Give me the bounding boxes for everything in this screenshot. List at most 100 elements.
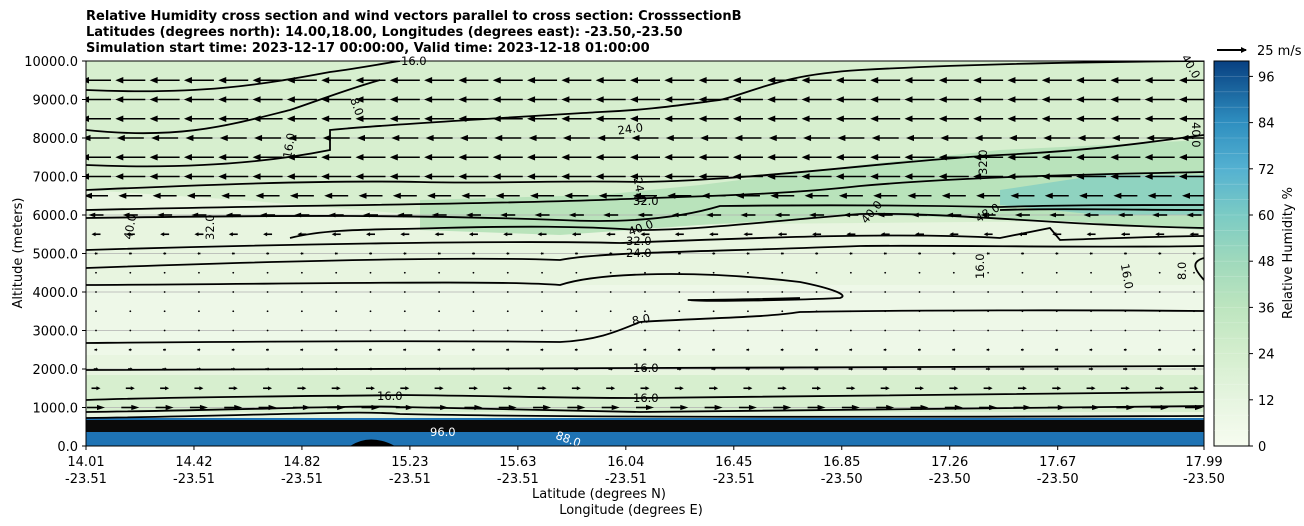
wind-vector [1117, 212, 1133, 218]
wind-vector [561, 96, 592, 103]
wind-vector [767, 115, 798, 122]
wind-vector [767, 77, 798, 84]
wind-vector [498, 404, 517, 411]
wind-vector [671, 212, 687, 218]
contour-48 [999, 208, 1204, 211]
wind-vector-dot [987, 271, 990, 274]
wind-vector [459, 134, 487, 142]
wind-vector [732, 96, 763, 103]
wind-vector [630, 96, 660, 103]
wind-vector [904, 96, 935, 103]
wind-vector [492, 173, 523, 180]
contour-16-mid [86, 365, 1204, 371]
wind-vector [1110, 77, 1141, 84]
wind-vector [732, 154, 763, 161]
wind-vector [768, 134, 796, 142]
wind-vector [160, 386, 170, 391]
wind-vector [980, 212, 996, 218]
wind-vector-dot [884, 310, 887, 313]
wind-vector [299, 367, 305, 371]
wind-vector [355, 115, 386, 122]
wind-vector [873, 192, 898, 199]
wind-vector [812, 232, 822, 237]
wind-vector [1110, 173, 1141, 180]
wind-vector [1020, 367, 1025, 371]
wind-vector-dot [95, 291, 97, 293]
wind-vector [701, 192, 726, 199]
wind-vector [973, 96, 1004, 103]
wind-vector [334, 251, 338, 256]
wind-vector [266, 348, 270, 352]
wind-vector [162, 367, 167, 371]
wind-vector [767, 96, 798, 103]
wind-vector-dot [95, 310, 97, 313]
wind-vector-dot [300, 310, 303, 313]
wind-vector [218, 77, 249, 84]
wind-vector [1008, 134, 1036, 142]
wind-vector [946, 212, 962, 218]
x-axis: 14.01 -23.51 14.42 -23.51 14.82 -23.51 15.23 -2… [65, 446, 1225, 487]
wind-vector [640, 386, 650, 391]
x-tick-label-lon: -23.50 [821, 472, 863, 487]
wind-vector [595, 96, 626, 103]
wind-vector [1076, 115, 1107, 122]
wind-vector-dot [369, 329, 372, 332]
wind-vector [424, 154, 455, 161]
wind-vector-dot [712, 310, 715, 313]
wind-vector [286, 115, 317, 122]
wind-vector [434, 232, 444, 237]
wind-vector [912, 212, 927, 218]
wind-vector-dot [129, 329, 132, 332]
wind-vector [633, 192, 657, 199]
wind-vector-dot [438, 271, 441, 274]
wind-vector [458, 96, 489, 103]
wind-vector [540, 251, 544, 256]
wind-vector [1120, 232, 1130, 237]
wind-vector [321, 173, 352, 180]
wind-vector [286, 96, 317, 103]
wind-vector [403, 251, 407, 256]
wind-vector [321, 77, 352, 84]
x-axis-label-2: Longitude (degrees E) [559, 503, 703, 518]
wind-vector-dot [1090, 329, 1092, 332]
wind-vector [530, 192, 555, 199]
wind-vector [86, 115, 111, 122]
wind-vector [125, 232, 135, 237]
wind-vector [732, 77, 763, 84]
wind-vector [321, 154, 352, 161]
wind-vector-dot [815, 271, 818, 274]
wind-vector [115, 115, 146, 122]
wind-vector [93, 367, 99, 371]
y-tick-label: 6000.0 [33, 209, 79, 224]
wind-vector [1111, 134, 1139, 142]
x-tick-label-lon: -23.50 [1183, 472, 1225, 487]
wind-vector [355, 154, 386, 161]
wind-vector [369, 348, 372, 352]
wind-vector-dot [678, 291, 681, 293]
wind-vector-dot [952, 291, 955, 293]
wind-vector [812, 386, 822, 391]
wind-vector [870, 173, 901, 180]
wind-vector-dot [1124, 329, 1127, 332]
wind-vector-dot [1090, 310, 1092, 313]
wind-vector-dot [232, 329, 235, 332]
y-axis: 0.0 1000.0 2000.0 3000.0 4000.0 5000.0 6000.0 7… [24, 55, 86, 455]
wind-vector [1179, 115, 1204, 122]
wind-vector [424, 96, 455, 103]
wind-vector [1144, 173, 1175, 180]
y-tick-label: 5000.0 [33, 248, 79, 263]
wind-vector-dot [438, 329, 441, 332]
wind-vector-dot [747, 271, 749, 274]
wind-vector [917, 367, 922, 371]
wind-vector [698, 115, 729, 122]
wind-vector-dot [1193, 310, 1195, 313]
wind-vector-dot [678, 329, 681, 332]
wind-vector [185, 134, 213, 142]
contour-24-mid [86, 244, 1204, 269]
wind-vectors [86, 77, 1204, 411]
wind-vector [537, 386, 547, 391]
wind-vector-dot [849, 329, 852, 332]
wind-vector [431, 212, 447, 218]
wind-vector [767, 173, 798, 180]
wind-vector-dot [1090, 291, 1092, 293]
